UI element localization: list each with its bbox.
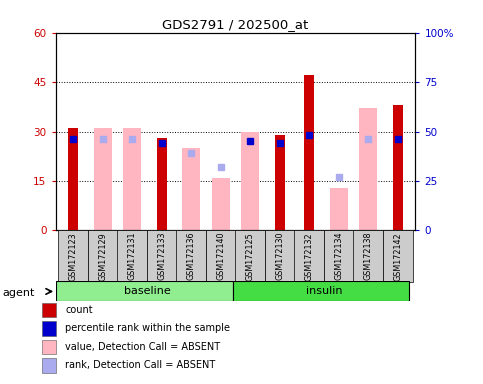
Text: value, Detection Call = ABSENT: value, Detection Call = ABSENT	[66, 342, 221, 352]
Bar	[42, 358, 57, 373]
Text: GSM172125: GSM172125	[246, 232, 255, 281]
Bar	[94, 128, 112, 230]
Text: GSM172133: GSM172133	[157, 232, 166, 280]
Bar	[212, 178, 229, 230]
Bar	[330, 187, 348, 230]
Bar	[383, 230, 412, 282]
Bar	[176, 230, 206, 282]
Text: GSM172138: GSM172138	[364, 232, 373, 280]
Bar	[353, 230, 383, 282]
Bar	[156, 138, 167, 230]
Text: GSM172136: GSM172136	[187, 232, 196, 280]
Bar	[324, 230, 354, 282]
Text: percentile rank within the sample: percentile rank within the sample	[66, 323, 230, 333]
Bar	[147, 230, 177, 282]
Title: GDS2791 / 202500_at: GDS2791 / 202500_at	[162, 18, 309, 31]
Bar	[235, 230, 265, 282]
Text: GSM172132: GSM172132	[305, 232, 313, 281]
Text: GSM172140: GSM172140	[216, 232, 225, 280]
Text: GSM172131: GSM172131	[128, 232, 137, 280]
Text: GSM172142: GSM172142	[393, 232, 402, 281]
Text: GSM172123: GSM172123	[69, 232, 78, 281]
Text: GSM172134: GSM172134	[334, 232, 343, 280]
Bar	[42, 303, 57, 317]
Bar	[183, 148, 200, 230]
Text: GSM172130: GSM172130	[275, 232, 284, 280]
Bar	[58, 230, 88, 282]
Text: rank, Detection Call = ABSENT: rank, Detection Call = ABSENT	[66, 361, 216, 371]
Bar	[294, 230, 324, 282]
Bar	[359, 108, 377, 230]
Bar	[56, 281, 232, 301]
Bar	[123, 128, 141, 230]
Bar	[206, 230, 236, 282]
Bar	[274, 135, 285, 230]
Bar	[68, 128, 78, 230]
Bar	[42, 339, 57, 354]
Bar	[304, 76, 314, 230]
Bar	[232, 281, 410, 301]
Text: insulin: insulin	[306, 286, 342, 296]
Bar	[242, 131, 259, 230]
Bar	[265, 230, 295, 282]
Text: GSM172129: GSM172129	[98, 232, 107, 281]
Text: count: count	[66, 305, 93, 315]
Bar	[117, 230, 147, 282]
Bar	[393, 105, 403, 230]
Bar	[42, 321, 57, 336]
Bar	[88, 230, 118, 282]
Text: agent: agent	[2, 288, 35, 298]
Text: baseline: baseline	[124, 286, 170, 296]
